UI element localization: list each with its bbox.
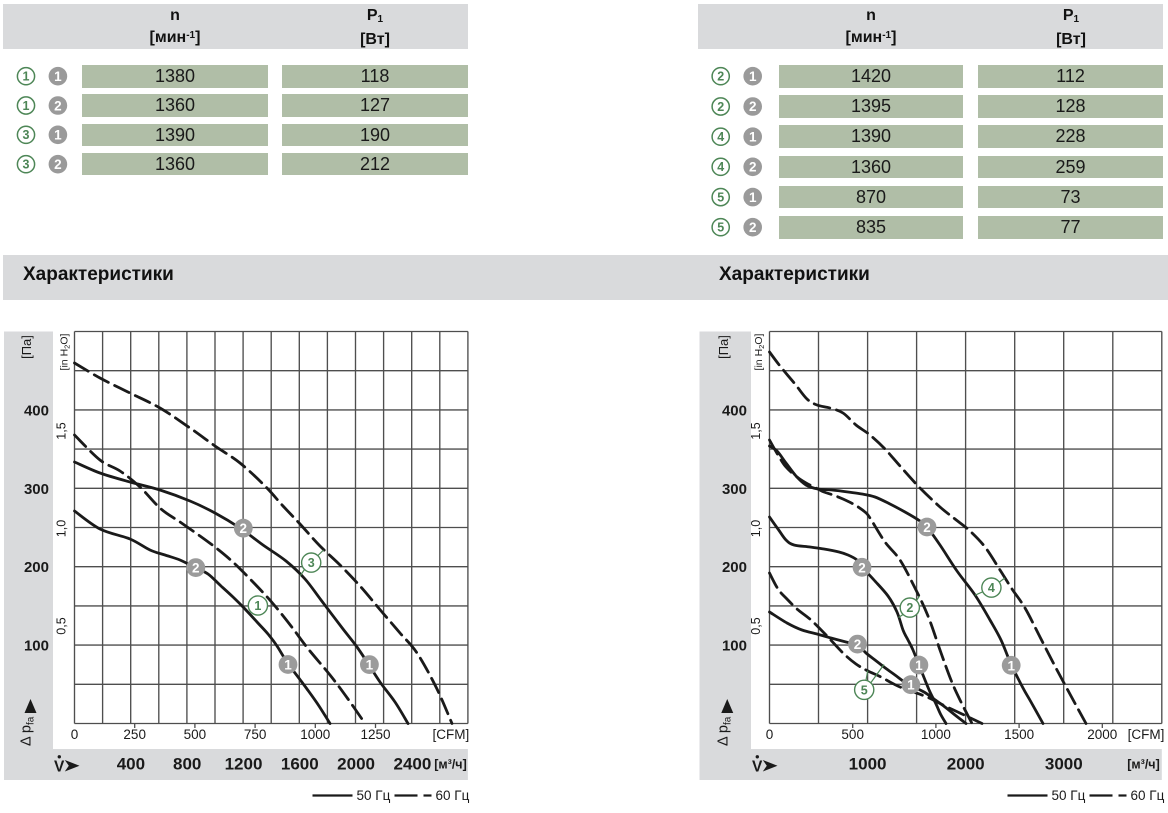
svg-text:2: 2 <box>717 100 724 114</box>
svg-text:4: 4 <box>988 581 995 595</box>
svg-text:1600: 1600 <box>281 755 319 774</box>
svg-text:[in H2O]: [in H2O] <box>59 333 72 370</box>
svg-text:1000: 1000 <box>300 727 330 742</box>
svg-text:200: 200 <box>24 559 49 576</box>
svg-text:2: 2 <box>858 560 866 575</box>
svg-text:1500: 1500 <box>1004 727 1034 742</box>
svg-text:2: 2 <box>717 70 724 84</box>
svg-text:1000: 1000 <box>921 727 951 742</box>
svg-text:1250: 1250 <box>360 727 390 742</box>
svg-text:4: 4 <box>717 160 724 174</box>
svg-text:2400: 2400 <box>393 755 431 774</box>
svg-text:250: 250 <box>123 727 146 742</box>
svg-text:[м³/ч]: [м³/ч] <box>1127 758 1159 772</box>
svg-text:V: V <box>54 759 65 776</box>
svg-text:[м³/ч]: [м³/ч] <box>434 758 466 772</box>
svg-text:500: 500 <box>841 727 864 742</box>
svg-text:2: 2 <box>54 157 62 172</box>
svg-text:1000: 1000 <box>849 755 887 774</box>
svg-text:1: 1 <box>749 69 757 84</box>
svg-text:[in H2O]: [in H2O] <box>753 333 766 370</box>
svg-text:400: 400 <box>117 755 145 774</box>
svg-text:3000: 3000 <box>1045 755 1083 774</box>
svg-text:50 Гц: 50 Гц <box>1052 788 1086 803</box>
svg-text:5: 5 <box>717 221 724 235</box>
svg-text:1: 1 <box>254 599 261 613</box>
svg-text:1: 1 <box>749 190 757 205</box>
svg-text:2: 2 <box>749 160 757 175</box>
svg-text:3: 3 <box>23 128 30 142</box>
svg-text:60 Гц: 60 Гц <box>436 788 470 803</box>
svg-text:800: 800 <box>173 755 201 774</box>
svg-text:0,5: 0,5 <box>749 617 763 634</box>
svg-text:500: 500 <box>184 727 207 742</box>
svg-text:[CFM]: [CFM] <box>433 727 470 742</box>
svg-text:50 Гц: 50 Гц <box>357 788 391 803</box>
svg-text:2: 2 <box>749 220 757 235</box>
svg-text:1: 1 <box>23 99 30 113</box>
svg-text:1,0: 1,0 <box>55 520 69 537</box>
svg-text:[Па]: [Па] <box>19 335 34 359</box>
svg-text:1,0: 1,0 <box>749 520 763 537</box>
svg-text:2: 2 <box>240 521 248 536</box>
svg-text:1,5: 1,5 <box>749 422 763 439</box>
svg-text:1: 1 <box>915 658 923 673</box>
svg-text:100: 100 <box>24 638 49 655</box>
svg-text:1: 1 <box>54 128 62 143</box>
svg-text:200: 200 <box>722 559 747 576</box>
svg-text:2000: 2000 <box>337 755 375 774</box>
svg-text:1: 1 <box>749 130 757 145</box>
svg-text:1: 1 <box>366 658 374 673</box>
svg-text:0: 0 <box>766 727 774 742</box>
svg-text:4: 4 <box>717 130 724 144</box>
svg-text:2: 2 <box>923 520 931 535</box>
svg-text:1: 1 <box>54 69 62 84</box>
svg-text:5: 5 <box>717 191 724 205</box>
svg-text:[Па]: [Па] <box>716 335 731 359</box>
svg-text:400: 400 <box>722 402 747 419</box>
svg-text:0,5: 0,5 <box>55 617 69 634</box>
svg-text:2: 2 <box>192 561 200 576</box>
svg-text:2: 2 <box>54 98 62 113</box>
svg-text:5: 5 <box>861 683 868 697</box>
svg-text:2000: 2000 <box>1087 727 1117 742</box>
svg-text:1: 1 <box>23 70 30 84</box>
svg-text:1: 1 <box>907 678 915 693</box>
svg-text:100: 100 <box>722 638 747 655</box>
svg-text:0: 0 <box>71 727 79 742</box>
svg-text:V: V <box>752 759 763 776</box>
svg-text:400: 400 <box>24 402 49 419</box>
svg-text:300: 300 <box>722 481 747 498</box>
svg-text:1: 1 <box>1007 658 1015 673</box>
svg-text:300: 300 <box>24 481 49 498</box>
svg-text:1: 1 <box>284 658 292 673</box>
svg-text:60 Гц: 60 Гц <box>1131 788 1165 803</box>
svg-text:1,5: 1,5 <box>55 422 69 439</box>
svg-text:2000: 2000 <box>947 755 985 774</box>
svg-text:750: 750 <box>244 727 267 742</box>
svg-text:2: 2 <box>906 601 913 615</box>
svg-text:3: 3 <box>308 556 315 570</box>
svg-text:2: 2 <box>854 637 862 652</box>
svg-text:3: 3 <box>23 158 30 172</box>
svg-text:2: 2 <box>749 99 757 114</box>
svg-text:[CFM]: [CFM] <box>1128 727 1165 742</box>
svg-text:1200: 1200 <box>225 755 263 774</box>
